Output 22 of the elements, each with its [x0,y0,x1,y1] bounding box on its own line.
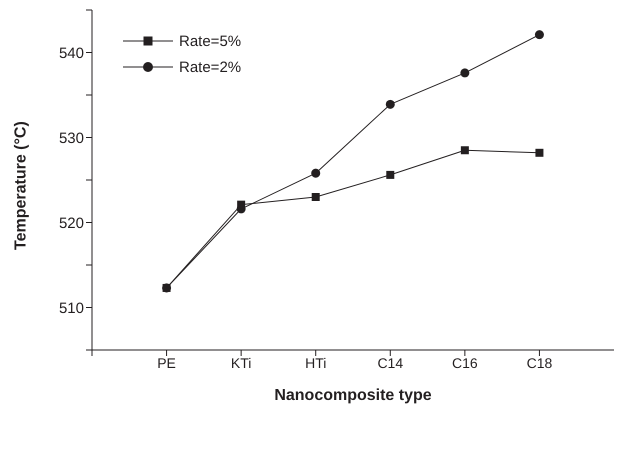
point [386,170,394,179]
point [312,193,320,201]
x-axis-title: Nanocomposite type [274,387,432,404]
y-tick-label: 530 [58,130,84,147]
legend-label: Rate=5% [179,32,242,50]
point [311,168,320,178]
y-tick-label: 520 [58,214,84,232]
x-tick-label: PE [157,354,176,371]
point [460,146,469,154]
y-tick-label: 510 [58,300,84,317]
x-tick-label: C18 [526,354,552,371]
point [535,148,544,157]
x-tick-label: KTi [230,354,252,371]
y-tick-label: 540 [58,44,84,62]
x-tick-label: C14 [377,354,404,371]
x-tick-label: HTi [305,354,326,371]
point [386,100,395,109]
point [460,68,470,78]
y-axis-title: Temperature (°C) [12,121,30,250]
point [534,30,544,40]
x-tick-label: C16 [452,354,478,371]
legend-label: Rate=2% [179,58,242,76]
